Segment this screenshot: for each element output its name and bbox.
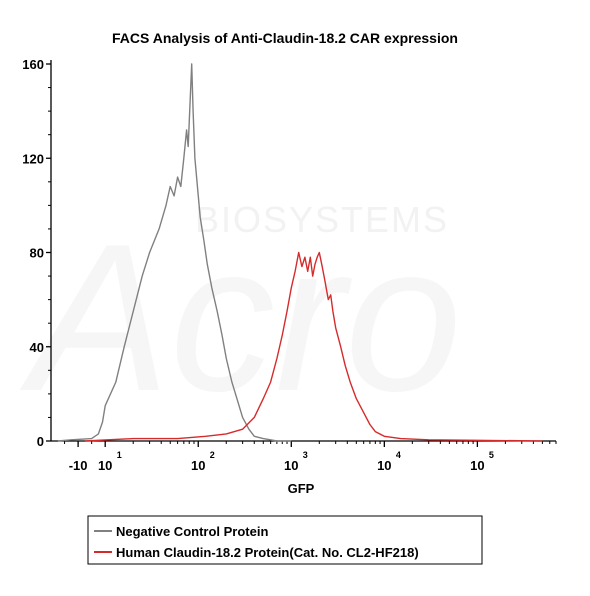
x-tick-exponent: 1 [117,450,122,460]
watermark: BIOSYSTEMS Acro [19,199,462,435]
x-tick-label: 10 [98,458,112,473]
x-tick-exponent: 3 [303,450,308,460]
y-tick-label: 160 [22,57,44,72]
y-tick-label: 120 [22,151,44,166]
legend-label-1: Negative Control Protein [116,524,268,539]
legend: Negative Control Protein Human Claudin-18… [87,515,483,565]
x-tick-label: 10 [191,458,205,473]
legend-items: Negative Control Protein Human Claudin-18… [94,524,419,560]
series-line-1 [57,63,292,442]
y-tick-label: 0 [37,434,44,449]
x-tick-label: -10 [69,458,88,473]
chart-title: FACS Analysis of Anti-Claudin-18.2 CAR e… [112,30,458,46]
series-line-2 [84,251,543,442]
legend-label-2: Human Claudin-18.2 Protein(Cat. No. CL2-… [116,545,419,560]
x-tick-exponent: 2 [210,450,215,460]
axes: 0 40 80 120 160 -10 10 1 10 2 10 3 10 4 10 5 [22,57,557,473]
y-tick-label: 40 [30,340,44,355]
x-tick-label: 10 [284,458,298,473]
watermark-logo: Acro [19,200,462,435]
x-tick-exponent: 5 [489,450,494,460]
x-tick-exponent: 4 [396,450,401,460]
watermark-sub: BIOSYSTEMS [195,199,449,240]
legend-box [87,515,483,565]
y-tick-label: 80 [30,246,44,261]
x-tick-label: 10 [377,458,391,473]
series-layer [57,63,543,442]
x-tick-label: 10 [470,458,484,473]
x-axis-label: GFP [288,481,315,496]
